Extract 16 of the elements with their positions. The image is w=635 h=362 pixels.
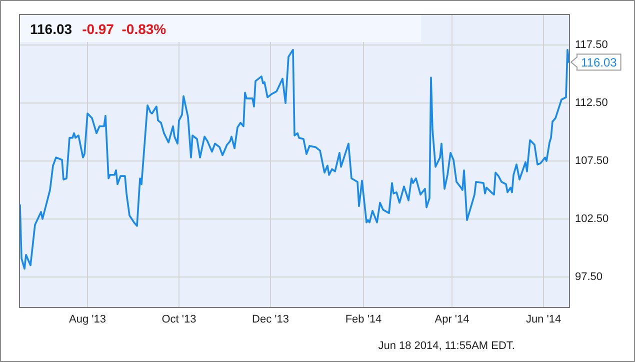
x-tick-label: Oct '13 — [162, 314, 196, 326]
y-tick-label: 117.50 — [575, 39, 608, 52]
header-panel: 116.03 -0.97 -0.83% — [20, 15, 421, 42]
y-tick-label: 97.50 — [575, 270, 603, 283]
chart-subtitle: -0.97 -0.83% — [82, 20, 166, 36]
y-tick-label: 102.50 — [575, 212, 609, 225]
chart-title: 116.03 — [30, 20, 72, 36]
annotation: 116.03 — [581, 55, 618, 70]
y-tick-label: 112.50 — [575, 97, 608, 110]
x-tick-label: Feb '14 — [345, 314, 382, 326]
y-tick-label: 107.50 — [575, 155, 609, 168]
x-tick-label: Jun '14 — [526, 314, 562, 326]
x-tick-label: Dec '13 — [252, 314, 289, 326]
x-tick-label: Apr '14 — [434, 314, 470, 326]
x-tick-label: Aug '13 — [69, 314, 106, 326]
text: Jun 18 2014, 11:55AM EDT. — [378, 340, 515, 352]
